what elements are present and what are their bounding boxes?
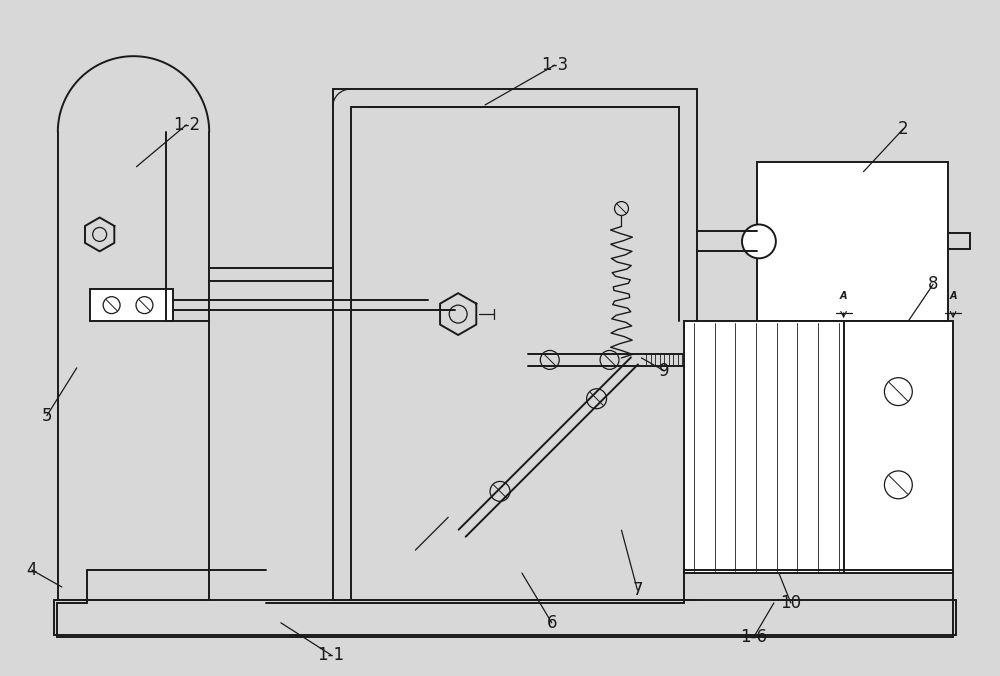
Text: 9: 9 xyxy=(659,362,670,380)
Circle shape xyxy=(742,224,776,258)
Text: 1-1: 1-1 xyxy=(317,646,344,664)
Text: 2: 2 xyxy=(898,120,909,138)
Text: 1-6: 1-6 xyxy=(740,628,767,646)
Text: A: A xyxy=(840,291,847,301)
Bar xyxy=(684,321,844,573)
Text: 8: 8 xyxy=(928,275,938,293)
Text: A: A xyxy=(949,291,957,301)
Bar xyxy=(757,162,948,321)
Bar xyxy=(90,289,173,321)
Text: 7: 7 xyxy=(632,581,643,599)
Text: 1-3: 1-3 xyxy=(541,56,568,74)
Text: 5: 5 xyxy=(42,407,52,425)
Text: 6: 6 xyxy=(547,614,557,632)
Text: 1-2: 1-2 xyxy=(173,116,200,134)
Bar xyxy=(844,321,953,573)
Text: 4: 4 xyxy=(27,561,37,579)
Text: 10: 10 xyxy=(780,594,801,612)
